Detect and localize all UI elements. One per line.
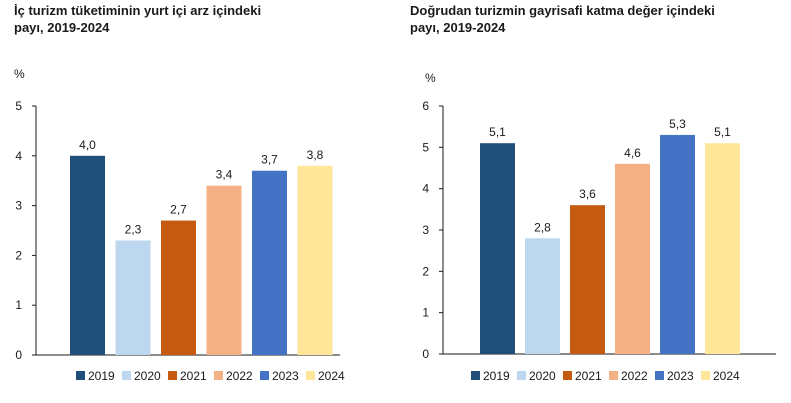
legend-swatch-2021 [563, 371, 572, 380]
legend-label-2020: 2020 [134, 369, 161, 383]
y-tick-label: 1 [15, 298, 22, 312]
legend-swatch-2020 [517, 371, 526, 380]
bar-2023 [252, 170, 287, 355]
legend-label-2019: 2019 [483, 369, 510, 383]
data-label-2021: 2,7 [170, 203, 187, 217]
y-tick-label: 0 [422, 347, 429, 361]
data-label-2020: 2,3 [125, 222, 142, 236]
data-label-2022: 3,4 [216, 168, 233, 182]
y-tick-label: 4 [422, 182, 429, 196]
bar-2024 [705, 143, 740, 354]
legend-swatch-2022 [609, 371, 618, 380]
legend-label-2022: 2022 [621, 369, 648, 383]
legend-label-2021: 2021 [180, 369, 207, 383]
bar-2021 [161, 220, 196, 355]
chart-title-line1: İç turizm tüketiminin yurt içi arz içind… [14, 3, 262, 18]
legend-label-2023: 2023 [272, 369, 299, 383]
bar-2019 [70, 155, 105, 355]
data-label-2019: 5,1 [489, 125, 506, 139]
legend-swatch-2023 [655, 371, 664, 380]
legend-label-2020: 2020 [529, 369, 556, 383]
data-label-2023: 5,3 [669, 117, 686, 131]
chart-plot: 0 1 2 3 4 5 4,0 2,3 2,7 3,4 3,7 3,8 2019 2020 2021 2022… [15, 99, 345, 383]
chart-left: İç turizm tüketiminin yurt içi arz içind… [0, 0, 395, 403]
y-tick-label: 3 [422, 223, 429, 237]
data-label-2020: 2,8 [534, 220, 551, 234]
legend-label-2023: 2023 [667, 369, 694, 383]
bar-2020 [525, 238, 560, 354]
legend-swatch-2024 [306, 371, 315, 380]
y-tick-label: 5 [15, 99, 22, 113]
bar-2022 [615, 163, 650, 354]
y-tick-label: 4 [15, 149, 22, 163]
legend-swatch-2020 [122, 371, 131, 380]
data-label-2022: 4,6 [624, 146, 641, 160]
bar-2022 [206, 185, 242, 355]
chart-title-line1: Doğrudan turizmin gayrisafi katma değer … [410, 3, 715, 18]
chart-title: Doğrudan turizmin gayrisafi katma değer … [410, 2, 715, 36]
y-axis-unit: % [14, 67, 25, 81]
legend-swatch-2022 [214, 371, 223, 380]
y-tick-label: 6 [422, 99, 429, 113]
y-tick-label: 2 [15, 248, 22, 262]
bar-2023 [660, 134, 695, 354]
bar-2020 [115, 240, 151, 355]
y-tick-label: 1 [422, 306, 429, 320]
data-label-2023: 3,7 [261, 153, 278, 167]
data-label-2019: 4,0 [79, 138, 96, 152]
legend-swatch-2024 [701, 371, 710, 380]
legend-label-2022: 2022 [226, 369, 253, 383]
y-tick-label: 5 [422, 140, 429, 154]
chart-title-line2: payı, 2019-2024 [410, 20, 506, 35]
data-label-2024: 3,8 [307, 148, 324, 162]
bar-2021 [570, 205, 605, 354]
data-label-2024: 5,1 [714, 125, 731, 139]
bar-2024 [297, 165, 333, 355]
legend-label-2019: 2019 [88, 369, 115, 383]
chart-title-line2: payı, 2019-2024 [14, 20, 110, 35]
legend-swatch-2019 [76, 371, 85, 380]
y-tick-label: 2 [422, 264, 429, 278]
legend-swatch-2019 [471, 371, 480, 380]
chart-title: İç turizm tüketiminin yurt içi arz içind… [14, 2, 261, 36]
legend-swatch-2021 [168, 371, 177, 380]
chart-plot: 0 1 2 3 4 5 6 5,1 2,8 3,6 4,6 5,3 5,1 2019 2020 2021 202… [422, 99, 776, 383]
legend-swatch-2023 [260, 371, 269, 380]
data-label-2021: 3,6 [579, 187, 596, 201]
legend-label-2024: 2024 [713, 369, 740, 383]
y-tick-label: 3 [15, 199, 22, 213]
y-axis-unit: % [425, 71, 436, 85]
legend-label-2024: 2024 [318, 369, 345, 383]
y-tick-label: 0 [15, 348, 22, 362]
chart-right: Doğrudan turizmin gayrisafi katma değer … [395, 0, 791, 403]
legend-label-2021: 2021 [575, 369, 602, 383]
bar-2019 [480, 143, 515, 354]
